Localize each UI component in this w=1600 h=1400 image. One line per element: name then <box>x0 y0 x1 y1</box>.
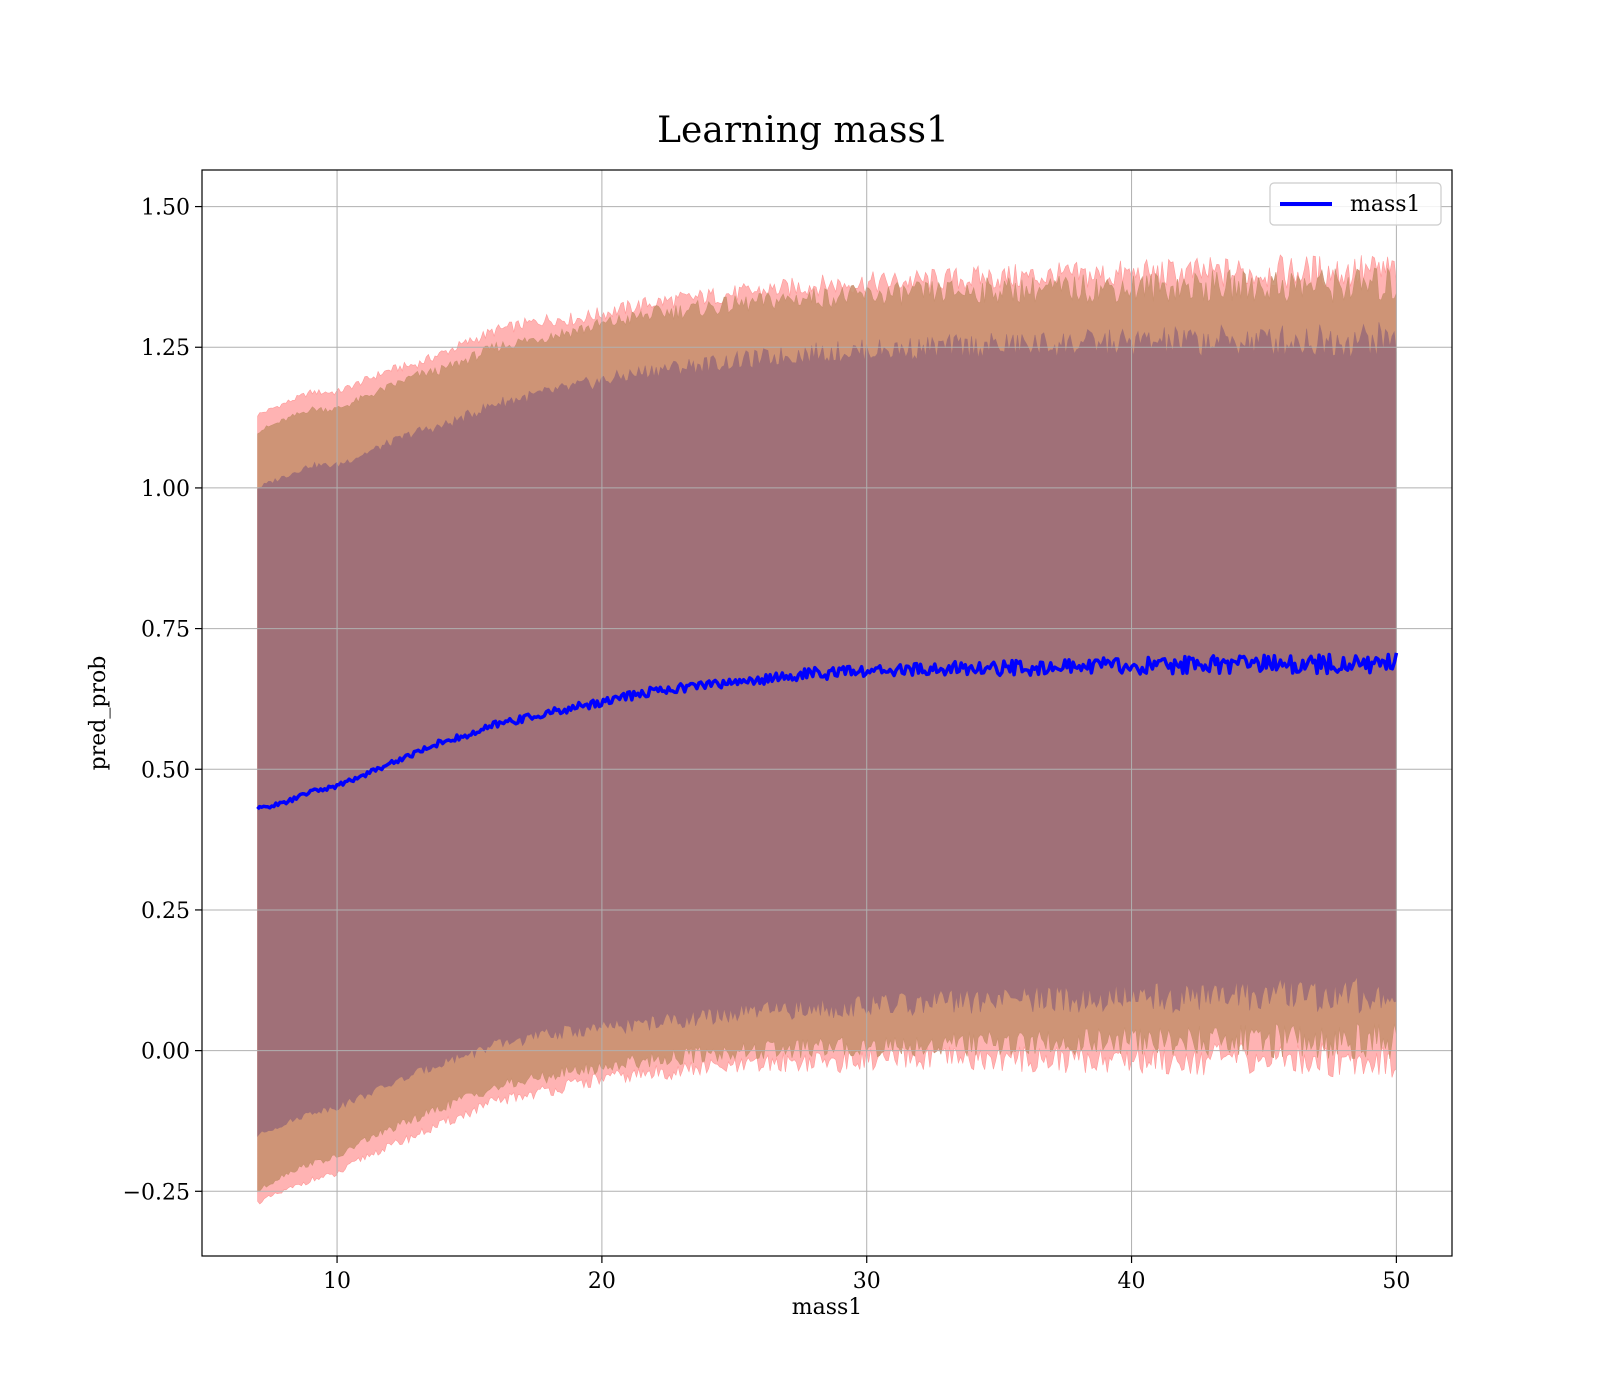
y-tick-label: 0.00 <box>141 1040 190 1065</box>
series-lines <box>256 652 1399 811</box>
legend: mass1 <box>1269 182 1442 226</box>
confidence-bands <box>257 254 1397 1205</box>
y-tick-label: 1.25 <box>141 336 190 361</box>
grid-lines <box>202 170 1452 1256</box>
y-tick-label: 0.50 <box>141 758 190 783</box>
x-tick-label: 50 <box>1382 1269 1410 1294</box>
y-axis-ticks: −0.25 0.00 0.25 0.50 0.75 1.00 1.25 1.50 <box>123 196 202 1205</box>
legend-box <box>1269 182 1442 226</box>
y-tick-label: 1.50 <box>141 196 190 221</box>
x-tick-label: 20 <box>588 1269 616 1294</box>
y-tick-label: 0.25 <box>141 899 190 924</box>
y-tick-label: 0.75 <box>141 618 190 643</box>
x-axis-ticks: 10 20 30 40 50 <box>323 1256 1410 1294</box>
plot-frame <box>201 169 1453 1257</box>
legend-label: mass1 <box>1350 192 1421 217</box>
y-tick-label: −0.25 <box>123 1180 190 1205</box>
x-tick-label: 10 <box>323 1269 351 1294</box>
y-axis-title: pred_prob <box>86 656 111 771</box>
x-axis-title: mass1 <box>792 1295 863 1320</box>
series-line-mass1 <box>256 652 1399 811</box>
x-tick-label: 30 <box>853 1269 881 1294</box>
x-tick-label: 40 <box>1118 1269 1146 1294</box>
chart-title: Learning mass1 <box>657 110 949 151</box>
y-tick-label: 1.00 <box>141 477 190 502</box>
